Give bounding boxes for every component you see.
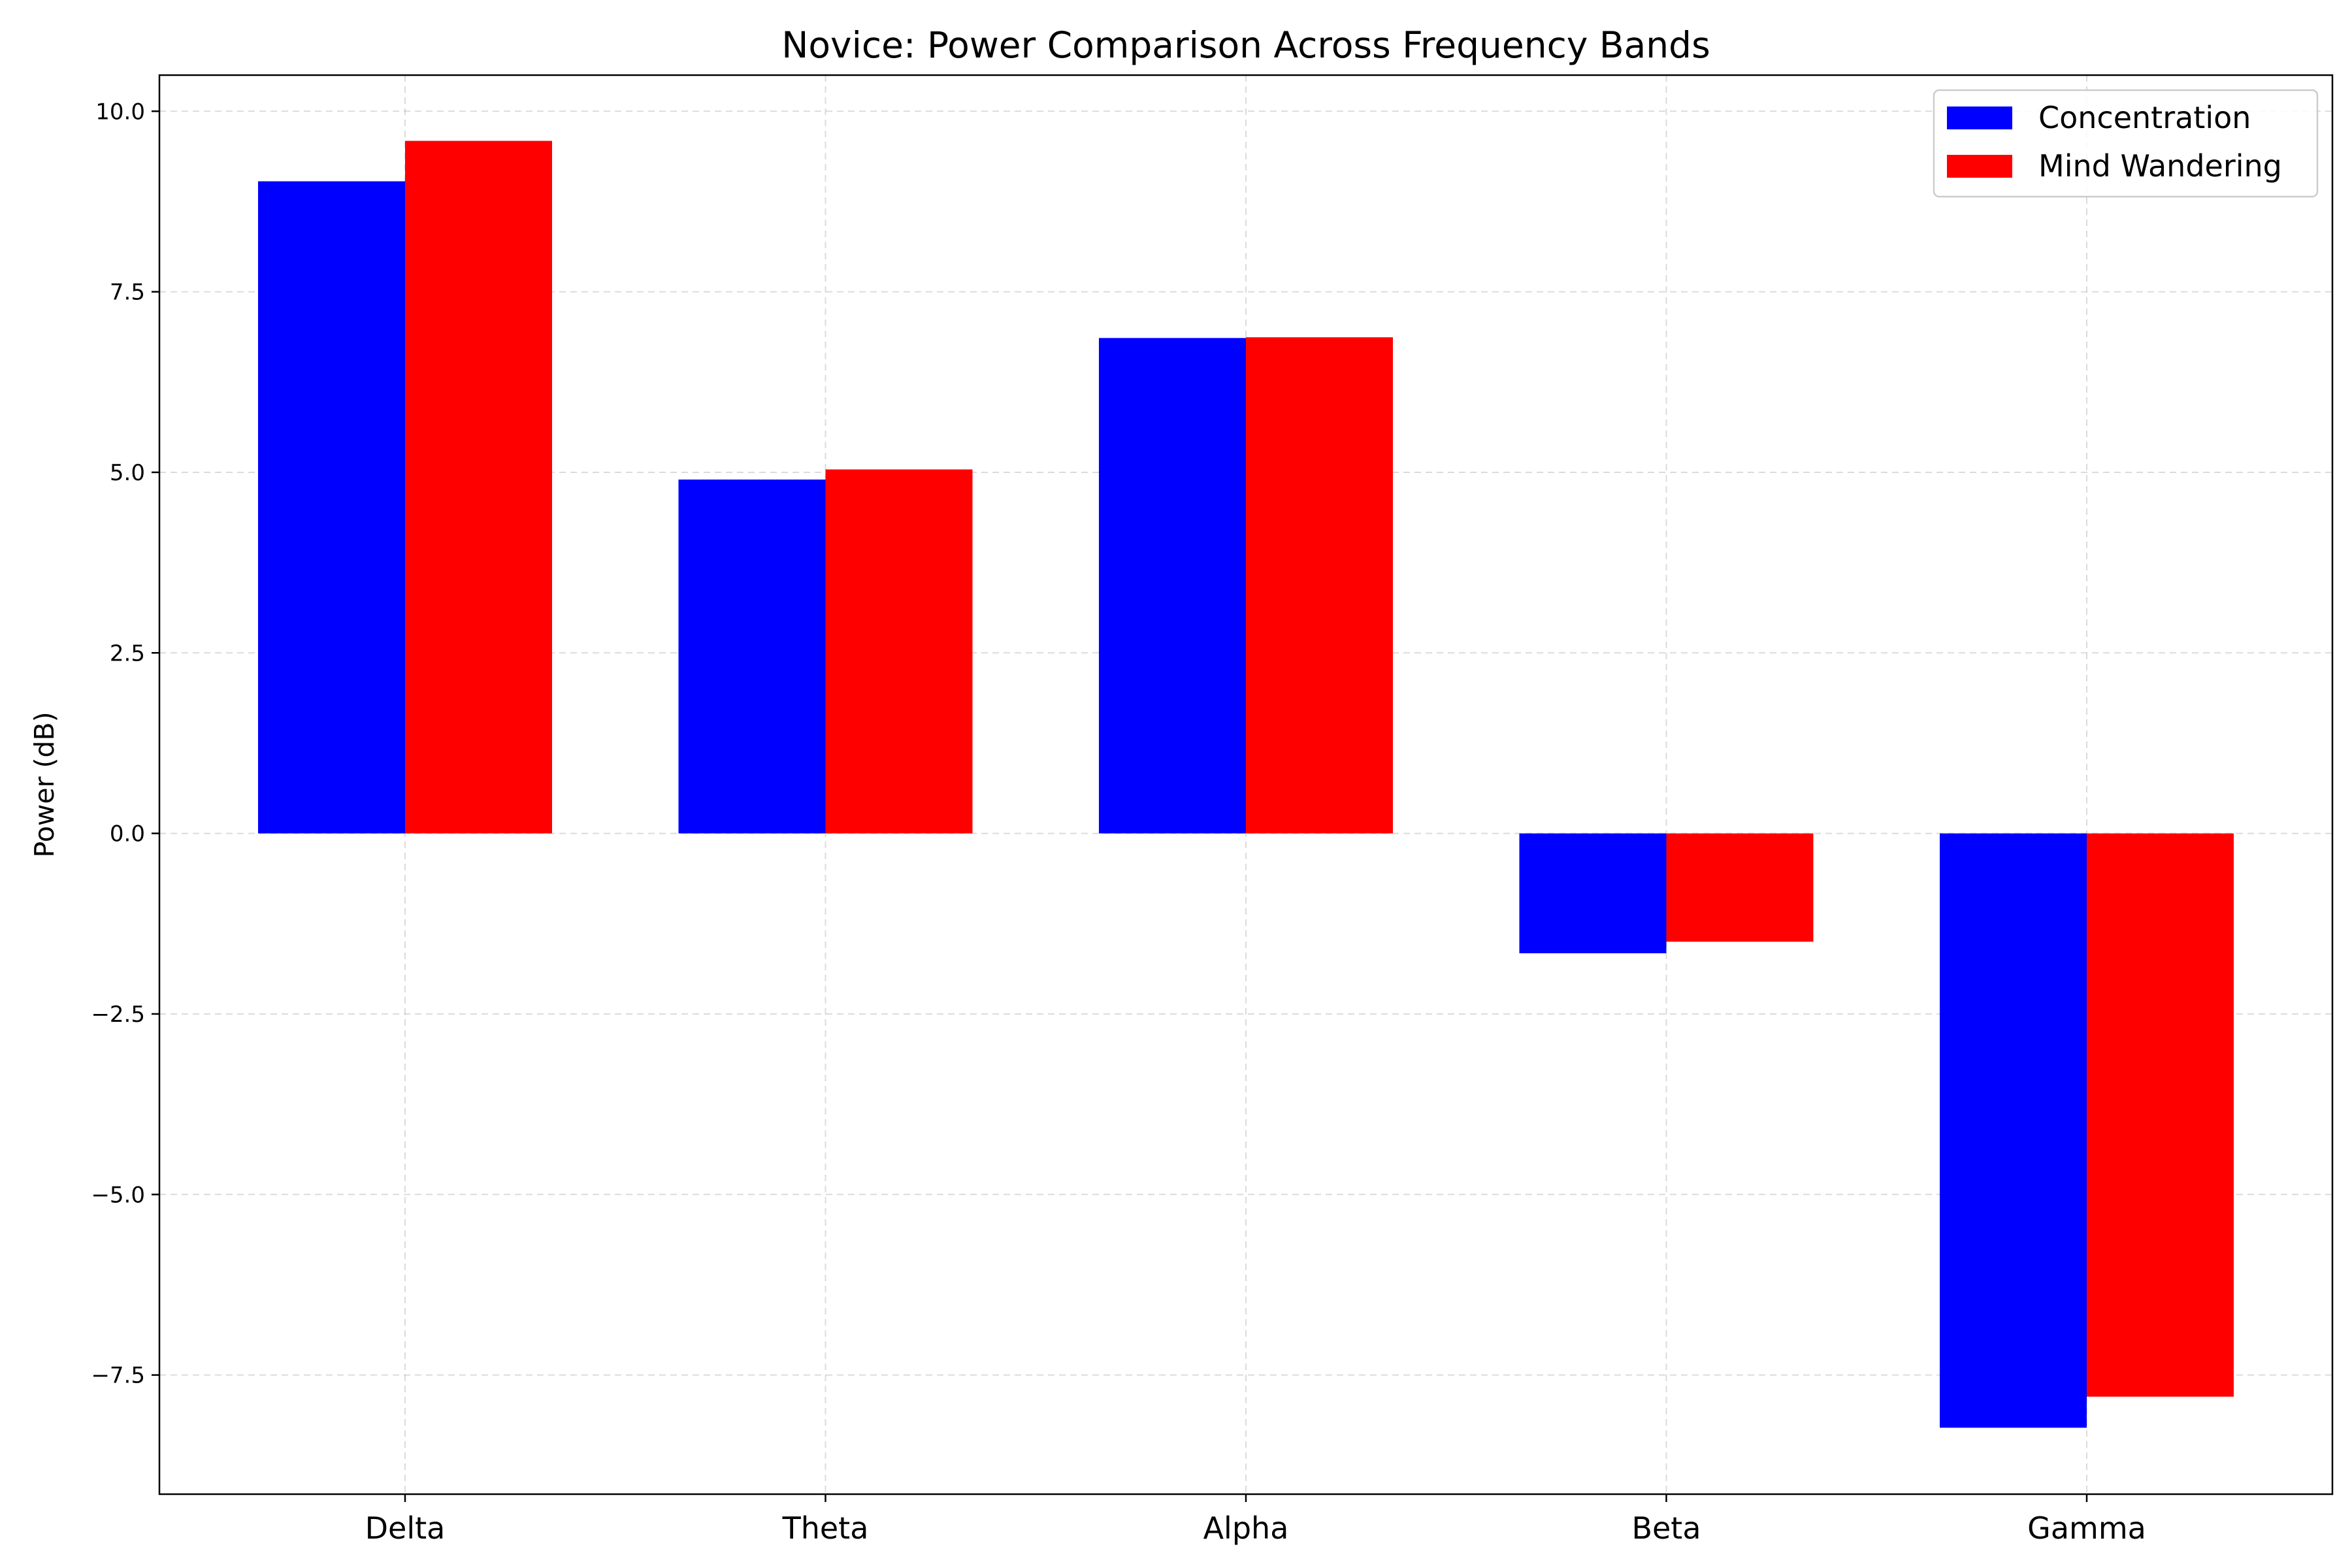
bar-concentration-gamma	[1940, 833, 2087, 1428]
y-tick-label: −7.5	[91, 1363, 145, 1389]
bars-layer	[258, 140, 2234, 1428]
y-axis: −7.5 −5.0 −2.5 0.0 2.5 5.0 7.5 10.0	[91, 99, 159, 1389]
bar-mind-wandering-delta	[405, 140, 552, 834]
legend-swatch	[1947, 155, 2012, 178]
y-tick-label: −5.0	[91, 1182, 145, 1208]
bar-concentration-alpha	[1099, 338, 1246, 834]
bar-concentration-theta	[678, 479, 826, 834]
x-axis: Delta Theta Alpha Beta Gamma	[365, 1494, 2146, 1546]
bar-mind-wandering-alpha	[1246, 337, 1393, 834]
bar-mind-wandering-beta	[1666, 833, 1814, 942]
x-tick-label: Delta	[365, 1511, 446, 1546]
legend-label: Mind Wandering	[2038, 148, 2282, 184]
legend-box	[1933, 89, 2319, 198]
x-tick-label: Gamma	[2027, 1511, 2146, 1546]
y-tick-label: 2.5	[110, 640, 145, 666]
bar-mind-wandering-gamma	[2087, 833, 2234, 1397]
x-tick-label: Beta	[1631, 1511, 1701, 1546]
y-tick-label: 0.0	[110, 821, 145, 847]
chart-title: Novice: Power Comparison Across Frequenc…	[781, 24, 1710, 66]
bar-concentration-delta	[258, 181, 405, 834]
legend: Concentration Mind Wandering	[1933, 89, 2319, 198]
x-tick-label: Alpha	[1203, 1511, 1289, 1546]
bar-mind-wandering-theta	[825, 469, 973, 834]
legend-label: Concentration	[2038, 100, 2251, 135]
y-tick-label: 10.0	[95, 99, 145, 125]
y-tick-label: 5.0	[110, 460, 145, 486]
y-axis-label: Power (dB)	[29, 711, 60, 857]
x-tick-label: Theta	[782, 1511, 869, 1546]
legend-swatch	[1947, 106, 2012, 129]
bar-concentration-beta	[1519, 833, 1667, 954]
y-tick-label: −2.5	[91, 1002, 145, 1028]
y-tick-label: 7.5	[110, 280, 145, 306]
